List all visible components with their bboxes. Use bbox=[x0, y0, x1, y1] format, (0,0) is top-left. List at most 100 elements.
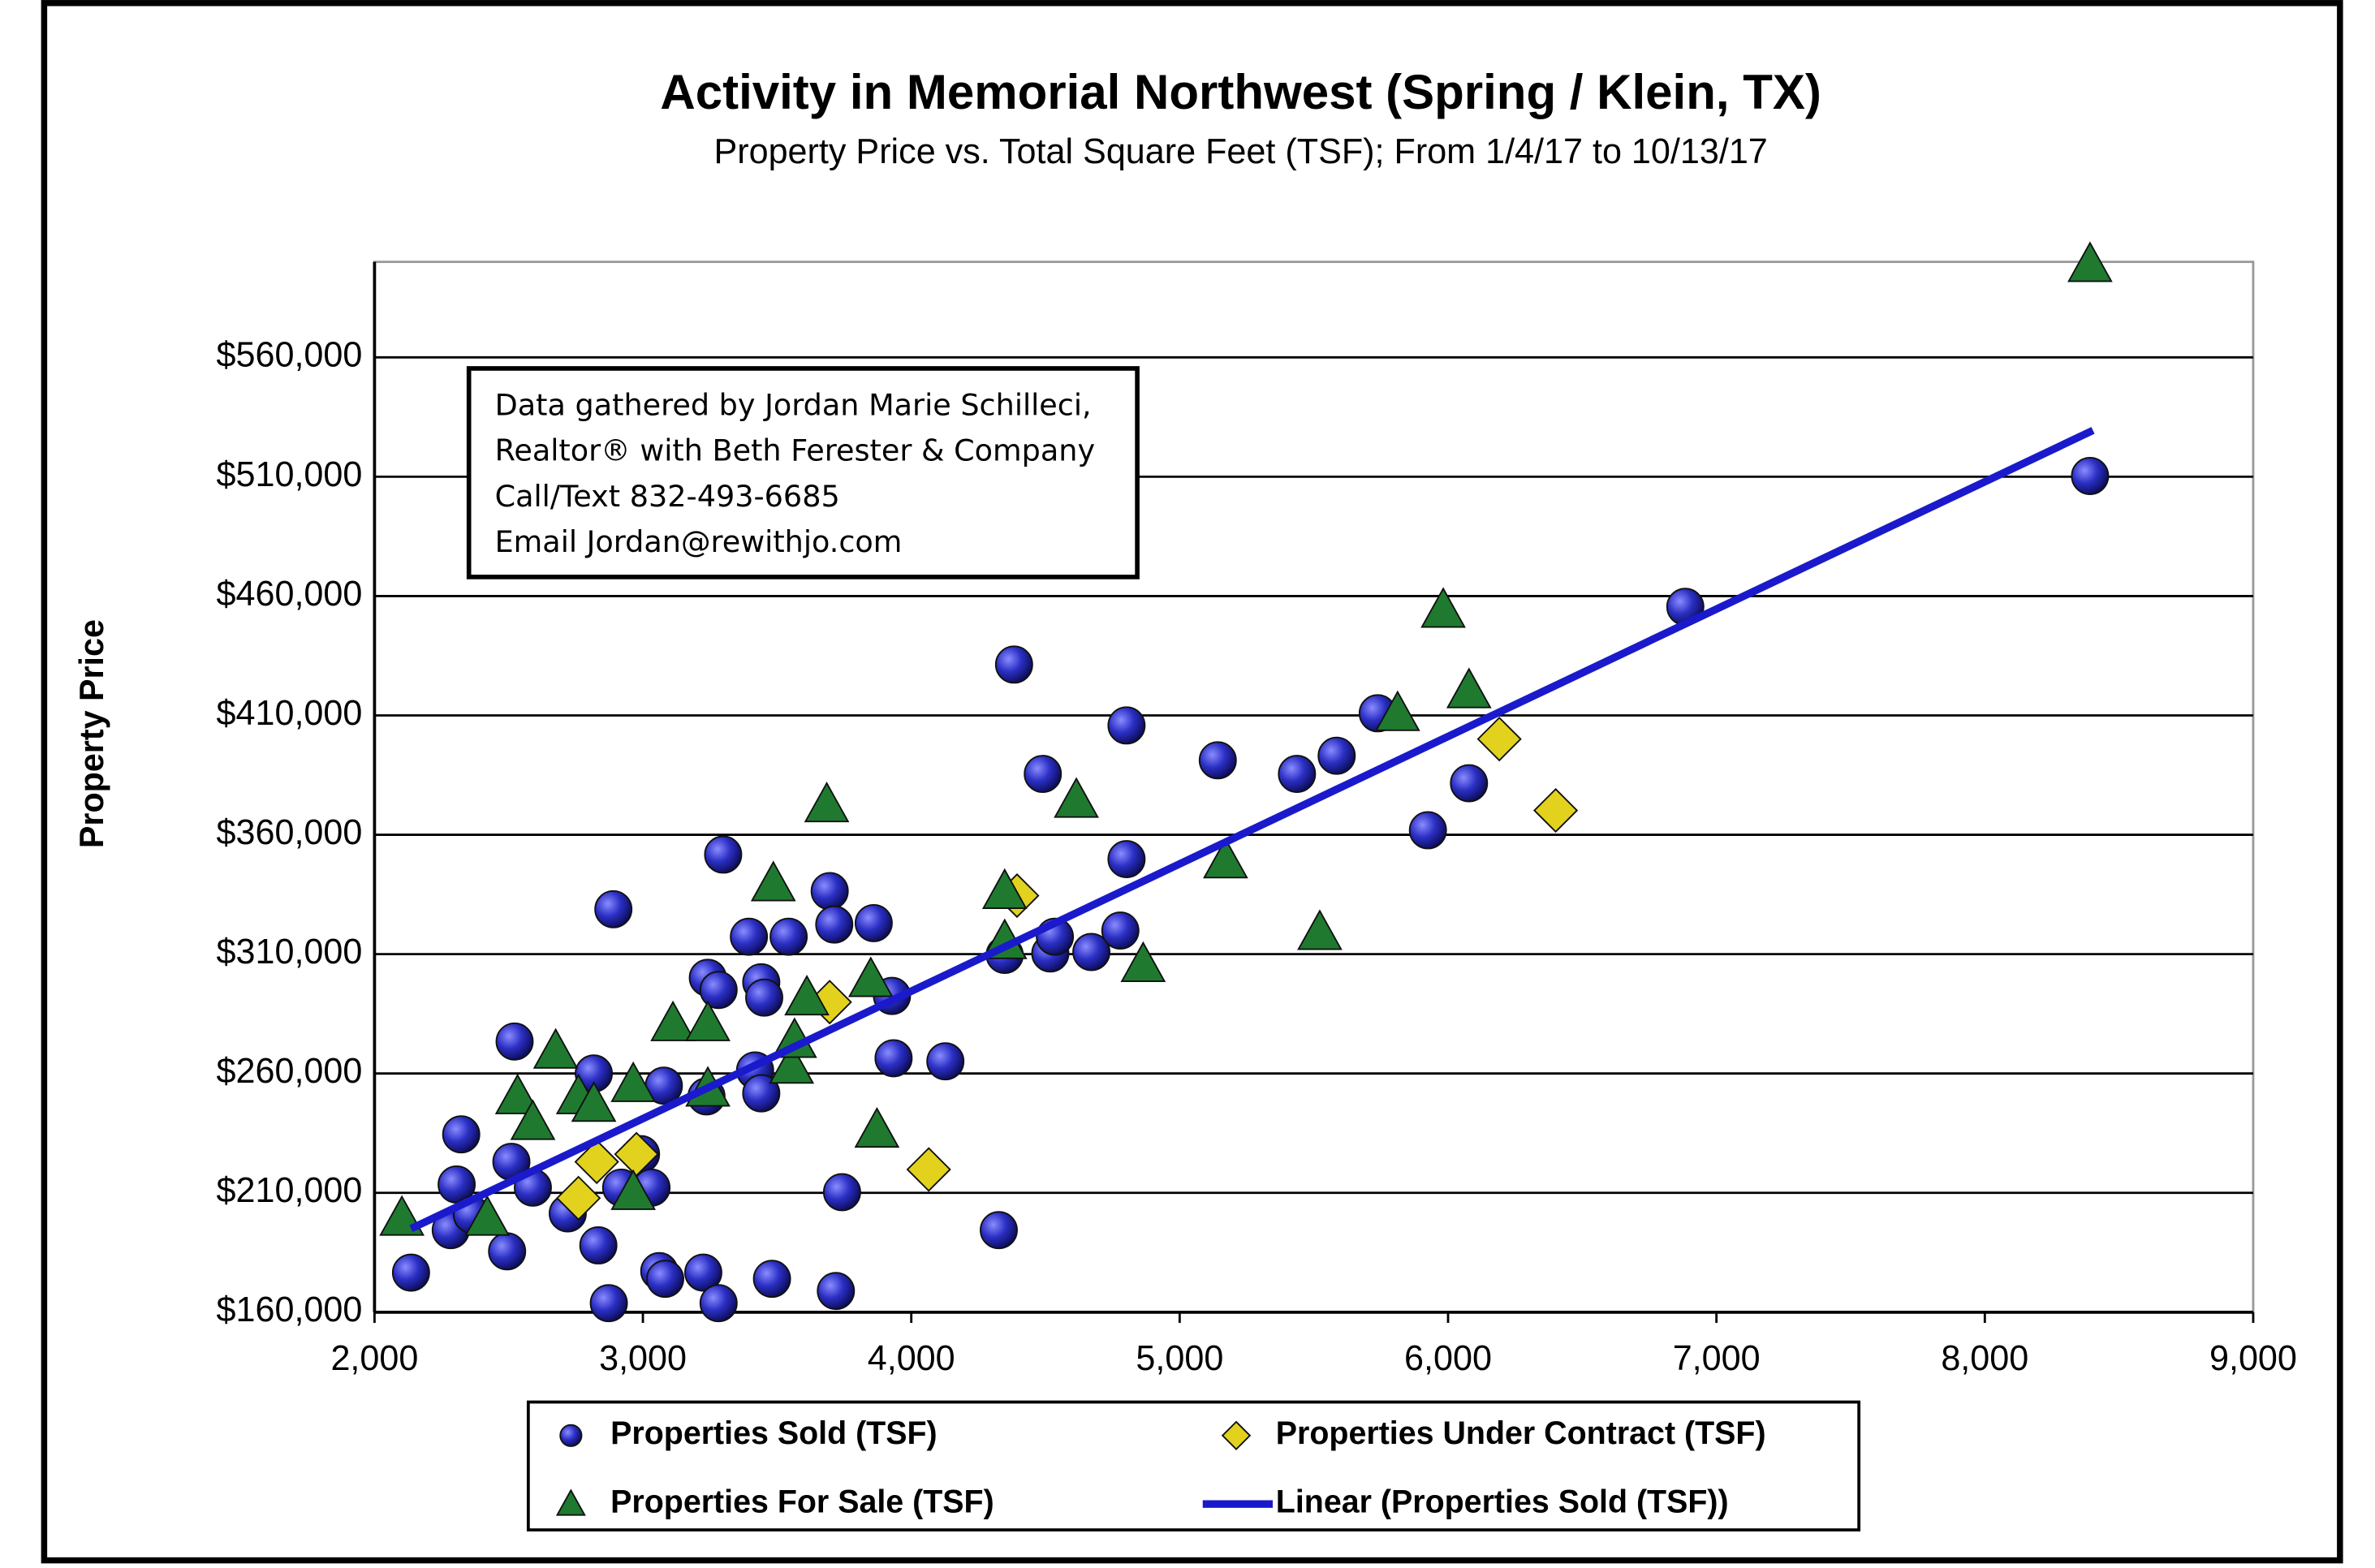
point bbox=[874, 1039, 913, 1078]
point bbox=[994, 645, 1033, 684]
point bbox=[810, 872, 849, 911]
legend-label: Properties For Sale (TSF) bbox=[610, 1484, 994, 1520]
plot-area: $160,000 $210,000 $260,000 $310,000 $360,000… bbox=[217, 241, 2297, 1378]
point bbox=[981, 868, 1028, 909]
y-tick-label: $410,000 bbox=[217, 694, 363, 733]
point bbox=[650, 1000, 696, 1041]
point bbox=[745, 978, 783, 1017]
annotation-line: Email Jordan@rewithjo.com bbox=[495, 524, 903, 559]
y-tick-label: $360,000 bbox=[217, 813, 363, 852]
legend bbox=[526, 1400, 1861, 1531]
point bbox=[1024, 755, 1062, 794]
point bbox=[769, 917, 808, 956]
outer-border bbox=[41, 0, 2343, 1564]
y-axis-label: Property Price bbox=[73, 619, 110, 848]
point bbox=[1420, 587, 1466, 628]
legend-label: Linear (Properties Sold (TSF)) bbox=[1276, 1484, 1729, 1520]
point bbox=[555, 1488, 586, 1516]
x-tick-label: 4,000 bbox=[868, 1339, 955, 1378]
point bbox=[532, 1027, 579, 1069]
point bbox=[1317, 736, 1356, 775]
annotation-line: Call/Text 832-493-6685 bbox=[495, 479, 840, 514]
x-tick-label: 3,000 bbox=[599, 1339, 687, 1378]
legend-label: Properties Under Contract (TSF) bbox=[1276, 1415, 1766, 1451]
point bbox=[1054, 777, 1099, 818]
point bbox=[784, 974, 830, 1016]
point bbox=[442, 1115, 481, 1154]
point bbox=[579, 1226, 618, 1264]
point bbox=[704, 835, 743, 874]
point bbox=[1476, 717, 1522, 762]
point bbox=[1297, 909, 1343, 950]
point bbox=[1101, 911, 1140, 950]
point bbox=[699, 971, 738, 1010]
point bbox=[1408, 811, 1447, 850]
point bbox=[1107, 840, 1146, 879]
point bbox=[1374, 690, 1420, 731]
point bbox=[1446, 667, 1492, 709]
point bbox=[571, 1081, 617, 1122]
point bbox=[646, 1260, 684, 1299]
x-tick-label: 7,000 bbox=[1673, 1339, 1761, 1378]
point bbox=[2071, 457, 2110, 495]
annotation-line: Realtor® with Beth Ferester & Company bbox=[495, 433, 1096, 468]
point bbox=[750, 860, 796, 902]
x-tick-label: 2,000 bbox=[330, 1339, 418, 1378]
point bbox=[556, 1175, 601, 1221]
annotation-box bbox=[466, 366, 1140, 579]
point bbox=[464, 1195, 511, 1236]
point bbox=[769, 1043, 815, 1084]
x-tick-label: 6,000 bbox=[1404, 1339, 1492, 1378]
point bbox=[1278, 755, 1317, 794]
point bbox=[495, 1022, 534, 1061]
y-tick-label: $560,000 bbox=[217, 336, 363, 375]
point bbox=[817, 1272, 856, 1311]
point bbox=[559, 1424, 583, 1447]
point bbox=[685, 1000, 731, 1041]
chart-title: Activity in Memorial Northwest (Spring /… bbox=[660, 65, 1821, 119]
point bbox=[1072, 933, 1111, 971]
point bbox=[804, 782, 850, 823]
point bbox=[589, 1284, 628, 1323]
point bbox=[1533, 787, 1579, 834]
legend-label: Properties Sold (TSF) bbox=[610, 1415, 938, 1451]
point bbox=[906, 1147, 951, 1192]
point bbox=[594, 890, 633, 928]
point bbox=[610, 1169, 657, 1210]
point bbox=[391, 1253, 430, 1292]
point bbox=[2067, 241, 2113, 282]
point bbox=[1198, 741, 1237, 780]
point bbox=[510, 1099, 556, 1140]
y-tick-label: $260,000 bbox=[217, 1052, 363, 1091]
x-tick-label: 5,000 bbox=[1136, 1339, 1223, 1378]
point bbox=[815, 905, 854, 944]
point bbox=[742, 1074, 781, 1113]
point bbox=[699, 1284, 738, 1323]
point bbox=[684, 1253, 722, 1292]
point bbox=[752, 1260, 791, 1299]
chart-subtitle: Property Price vs. Total Square Feet (TS… bbox=[713, 132, 1767, 171]
y-tick-label: $310,000 bbox=[217, 933, 363, 971]
point bbox=[1221, 1420, 1252, 1450]
point bbox=[610, 1061, 657, 1102]
y-tick-label: $160,000 bbox=[217, 1290, 363, 1329]
point bbox=[854, 1106, 900, 1148]
y-tick-label: $460,000 bbox=[217, 575, 363, 614]
y-tick-label: $210,000 bbox=[217, 1171, 363, 1210]
x-tick-label: 8,000 bbox=[1941, 1339, 2028, 1378]
point bbox=[494, 1073, 541, 1114]
point bbox=[1107, 706, 1146, 745]
point bbox=[1450, 764, 1489, 803]
point bbox=[574, 1139, 619, 1185]
point bbox=[438, 1165, 476, 1204]
point bbox=[926, 1042, 965, 1081]
y-tick-label: $510,000 bbox=[217, 455, 363, 494]
point bbox=[488, 1232, 527, 1271]
point bbox=[980, 1211, 1018, 1250]
x-tick-label: 9,000 bbox=[2209, 1339, 2297, 1378]
point bbox=[730, 917, 769, 956]
annotation-line: Data gathered by Jordan Marie Schilleci, bbox=[495, 387, 1092, 422]
legend-items: Properties Sold (TSF) Properties Under Co… bbox=[555, 1415, 1766, 1520]
